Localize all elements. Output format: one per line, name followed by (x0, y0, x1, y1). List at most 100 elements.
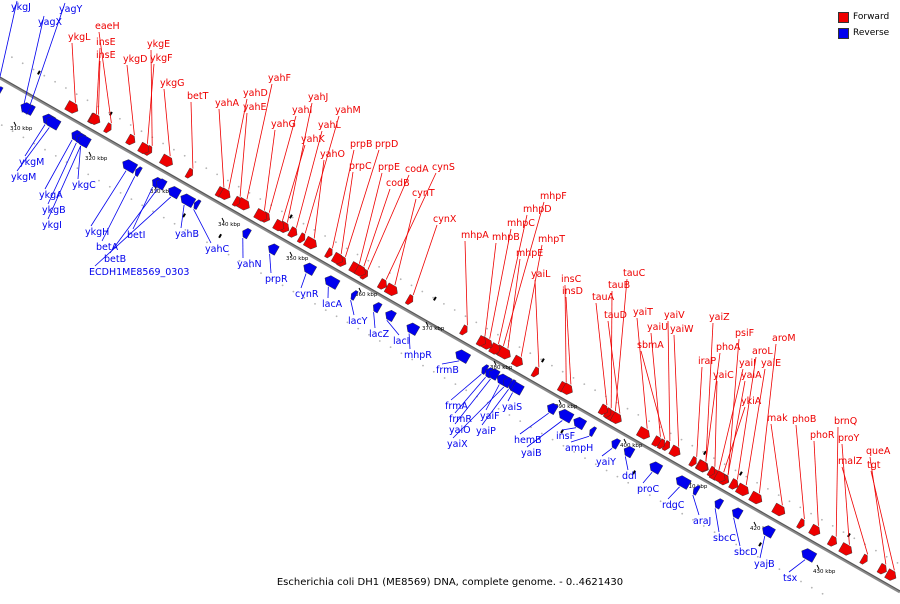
genome-axis-edge (0, 77, 900, 591)
leader-reverse (562, 428, 576, 430)
gene-label-reverse: prpR (265, 274, 288, 285)
guide-dot (627, 408, 629, 410)
gene-label-forward: yahA (215, 98, 239, 109)
gene-label-reverse: betI (127, 230, 145, 241)
gene-reverse-tsx (799, 547, 817, 563)
leader-reverse (91, 171, 126, 226)
guide-dot (120, 192, 122, 194)
leader-reverse (270, 254, 271, 273)
gene-label-reverse: yaiP (476, 426, 496, 437)
guide-dot (583, 383, 585, 385)
gene-label-forward: mhpD (523, 204, 552, 215)
guide-dot (724, 463, 726, 465)
leader-reverse (760, 536, 765, 558)
gene-label-forward: ykgE (147, 39, 170, 50)
gene-label-forward: queA (866, 446, 891, 457)
gene-reverse-lacI (383, 308, 396, 322)
guide-dot (206, 241, 208, 243)
leader-reverse (508, 393, 513, 401)
gene-forward-brnQ (827, 535, 839, 548)
gene-label-forward: insC (561, 274, 582, 285)
leader-forward (668, 321, 670, 441)
leader-forward (796, 425, 804, 519)
guide-dot (163, 217, 165, 219)
gene-reverse-lacZ (371, 301, 382, 313)
guide-dot (637, 414, 639, 416)
gene-label-forward: insE (96, 37, 116, 48)
gene-label-reverse: ykgA (39, 190, 63, 201)
gene-forward-phoB (796, 518, 806, 530)
gene-label-forward: tauD (604, 310, 627, 321)
guide-dot (886, 556, 888, 558)
guide-dot (443, 303, 445, 305)
gene-label-forward: yahF (268, 73, 291, 84)
leader-forward (314, 160, 324, 238)
guide-dot (617, 476, 619, 478)
guide-dot (875, 550, 877, 552)
gene-reverse-cynR (301, 261, 317, 276)
gene-forward-cynX (405, 294, 415, 306)
gene-label-forward: prpD (375, 139, 398, 150)
leader-forward (413, 225, 437, 295)
guide-dot (324, 235, 326, 237)
gene-label-reverse: mhpR (404, 350, 432, 361)
legend: Forward Reverse (838, 9, 898, 41)
leader-reverse (693, 495, 699, 515)
gene-label-reverse: lacA (322, 299, 343, 310)
gene-label-forward: iraP (698, 356, 716, 367)
gene-label-forward: ykgF (150, 53, 173, 64)
leader-reverse (715, 508, 719, 532)
guide-dot (23, 137, 25, 139)
gene-label-forward: malZ (838, 456, 863, 467)
gene-label-reverse: rdgC (662, 500, 685, 511)
gene-label-forward: mhpA (461, 230, 489, 241)
gene-label-reverse: araJ (693, 516, 711, 527)
guide-dot (119, 118, 121, 120)
leader-forward (219, 109, 224, 188)
guide-dot (821, 519, 823, 521)
gene-label-forward: mak (767, 413, 788, 424)
gene-label-forward: yahG (271, 119, 296, 130)
gene-label-forward: prpC (349, 161, 372, 172)
gene-label-reverse: sbcD (734, 547, 758, 558)
gene-forward-insE (89, 113, 103, 127)
gene-reverse-lacA (322, 274, 340, 290)
gene-label-reverse: lacY (348, 316, 368, 327)
gene-label-reverse: betA (96, 242, 119, 253)
guide-dot (390, 346, 392, 348)
leader-line-layer (0, 1, 894, 572)
reverse-swatch (838, 28, 849, 39)
guide-dot (77, 167, 79, 169)
guide-dot (519, 420, 521, 422)
legend-label-reverse: Reverse (853, 28, 889, 38)
guide-dot (205, 167, 207, 169)
marker-tick (218, 234, 222, 238)
leader-forward (490, 229, 511, 339)
leader-forward (359, 173, 382, 264)
leader-forward (485, 243, 496, 337)
gene-reverse-mhpR (404, 321, 420, 336)
gene-label-forward: ykiA (741, 396, 762, 407)
leader-forward (715, 381, 717, 467)
gene-label-forward: yahO (320, 149, 345, 160)
marker-tick (37, 70, 41, 74)
gene-forward-mak (772, 503, 788, 518)
leader-forward (814, 441, 818, 526)
leader-forward (395, 199, 416, 285)
leader-forward (871, 471, 894, 570)
gene-label-reverse: sbcC (713, 533, 736, 544)
gene-label-forward: tauC (623, 268, 646, 279)
leader-forward (697, 367, 702, 457)
gene-label-forward: prpE (378, 162, 400, 173)
guide-dot (367, 260, 369, 262)
guide-dot (897, 562, 899, 564)
gene-reverse-ykgJ (0, 85, 3, 96)
guide-dot (778, 494, 780, 496)
guide-dot (43, 75, 45, 77)
gene-label-forward: yahK (301, 134, 325, 145)
leader-reverse (442, 361, 459, 364)
leader-reverse (374, 312, 375, 328)
legend-label-forward: Forward (853, 12, 889, 22)
guide-dot (421, 291, 423, 293)
